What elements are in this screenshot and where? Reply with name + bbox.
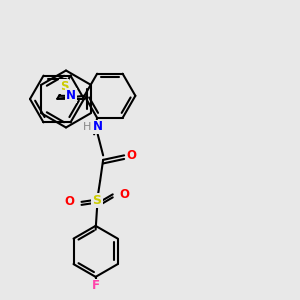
Text: F: F xyxy=(92,279,100,292)
Text: O: O xyxy=(127,149,136,162)
Text: S: S xyxy=(60,80,68,93)
Text: N: N xyxy=(93,120,103,134)
Text: S: S xyxy=(93,194,102,207)
Text: O: O xyxy=(120,188,130,201)
Text: N: N xyxy=(66,89,76,102)
Text: O: O xyxy=(64,195,74,208)
Text: H: H xyxy=(82,122,91,132)
